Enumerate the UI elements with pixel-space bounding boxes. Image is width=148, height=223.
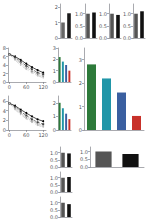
svg-text:0.0: 0.0 — [123, 35, 131, 41]
svg-text:0: 0 — [53, 127, 56, 133]
svg-text:3: 3 — [79, 57, 82, 63]
svg-text:0.5: 0.5 — [50, 182, 58, 188]
svg-text:2: 2 — [3, 117, 6, 123]
svg-text:0.5: 0.5 — [99, 23, 107, 29]
svg-text:2: 2 — [53, 56, 56, 62]
svg-text:2: 2 — [3, 71, 6, 77]
svg-text:0.5: 0.5 — [50, 157, 58, 163]
svg-text:60: 60 — [23, 132, 29, 138]
svg-text:2: 2 — [55, 4, 58, 10]
svg-text:0.5: 0.5 — [123, 23, 131, 29]
svg-text:4: 4 — [3, 108, 6, 114]
svg-text:0.0: 0.0 — [80, 164, 88, 170]
svg-text:1.0: 1.0 — [123, 11, 131, 17]
svg-text:0: 0 — [8, 132, 11, 138]
svg-text:1.0: 1.0 — [99, 11, 107, 17]
svg-text:0.0: 0.0 — [50, 164, 58, 170]
svg-text:120: 120 — [38, 84, 48, 90]
svg-text:0: 0 — [3, 79, 6, 85]
svg-text:8: 8 — [3, 45, 6, 51]
svg-text:0.5: 0.5 — [75, 23, 83, 29]
svg-text:3: 3 — [53, 45, 56, 51]
svg-text:0: 0 — [55, 35, 58, 41]
svg-text:1.0: 1.0 — [50, 200, 58, 206]
svg-text:0.5: 0.5 — [50, 207, 58, 213]
svg-text:0.0: 0.0 — [50, 214, 58, 220]
svg-text:0.0: 0.0 — [50, 189, 58, 195]
svg-text:0: 0 — [8, 84, 11, 90]
svg-text:6: 6 — [3, 98, 6, 104]
svg-text:1: 1 — [53, 113, 56, 119]
svg-text:120: 120 — [38, 132, 48, 138]
svg-text:0.0: 0.0 — [99, 35, 107, 41]
svg-text:1: 1 — [55, 20, 58, 26]
svg-text:1: 1 — [79, 104, 82, 110]
svg-text:1.0: 1.0 — [50, 175, 58, 181]
svg-text:0: 0 — [79, 127, 82, 133]
svg-text:2: 2 — [53, 100, 56, 106]
svg-text:1: 1 — [53, 68, 56, 74]
svg-text:0: 0 — [3, 127, 6, 133]
svg-text:1.0: 1.0 — [80, 149, 88, 155]
svg-text:0.0: 0.0 — [75, 35, 83, 41]
svg-text:1.0: 1.0 — [75, 11, 83, 17]
svg-text:0: 0 — [53, 79, 56, 85]
svg-text:1.0: 1.0 — [50, 150, 58, 156]
svg-text:0.5: 0.5 — [80, 156, 88, 162]
svg-text:60: 60 — [23, 84, 29, 90]
svg-text:4: 4 — [3, 62, 6, 68]
svg-text:6: 6 — [3, 54, 6, 60]
svg-text:2: 2 — [79, 80, 82, 86]
